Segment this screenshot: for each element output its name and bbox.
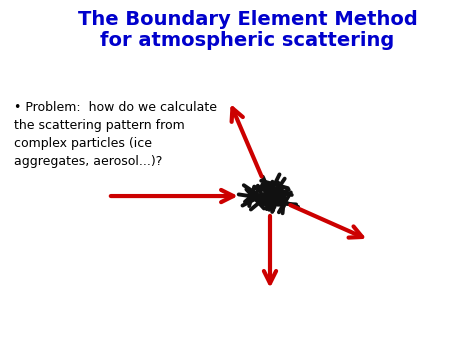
- Text: • Problem:  how do we calculate
the scattering pattern from
complex particles (i: • Problem: how do we calculate the scatt…: [14, 101, 216, 168]
- Text: The Boundary Element Method
for atmospheric scattering: The Boundary Element Method for atmosphe…: [78, 10, 418, 50]
